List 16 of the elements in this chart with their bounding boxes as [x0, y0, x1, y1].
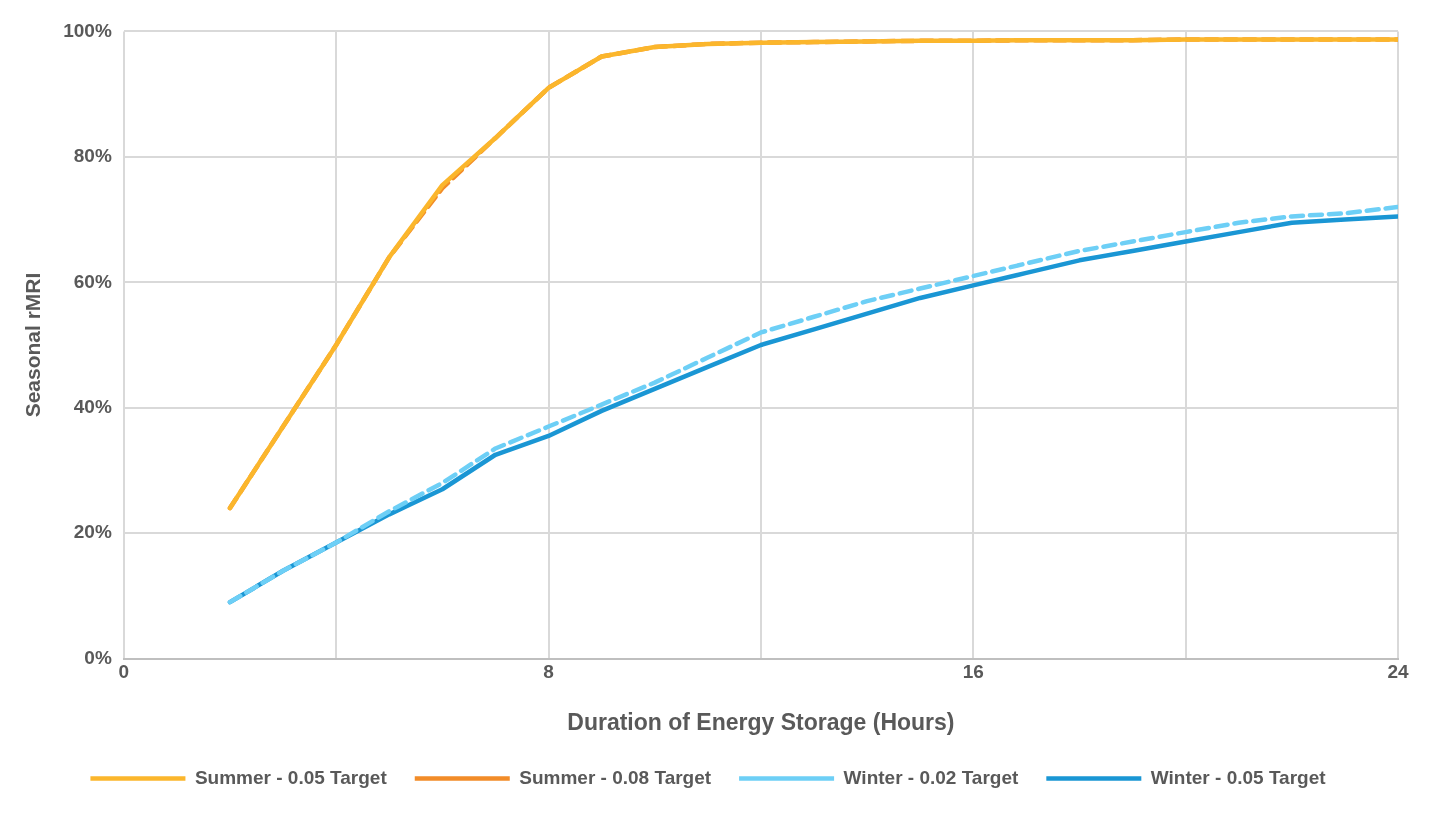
- y-tick-label: 0%: [84, 646, 112, 668]
- legend-label: Summer - 0.05 Target: [194, 766, 388, 788]
- x-tick-label: 0: [118, 661, 130, 683]
- y-tick-label: 100%: [63, 19, 112, 41]
- y-axis-title: Seasonal rMRI: [21, 272, 45, 418]
- y-tick-label: 20%: [73, 521, 112, 543]
- legend-label: Winter - 0.05 Target: [1150, 766, 1327, 788]
- x-axis-title: Duration of Energy Storage (Hours): [567, 708, 955, 735]
- x-tick-label: 16: [962, 661, 984, 683]
- x-tick-label: 24: [1387, 661, 1409, 683]
- y-tick-label: 60%: [73, 270, 112, 292]
- legend-label: Winter - 0.02 Target: [843, 766, 1019, 788]
- y-tick-label: 80%: [73, 145, 112, 167]
- legend-label: Summer - 0.08 Target: [519, 766, 712, 788]
- y-tick-label: 40%: [73, 395, 112, 417]
- x-tick-label: 8: [543, 661, 554, 683]
